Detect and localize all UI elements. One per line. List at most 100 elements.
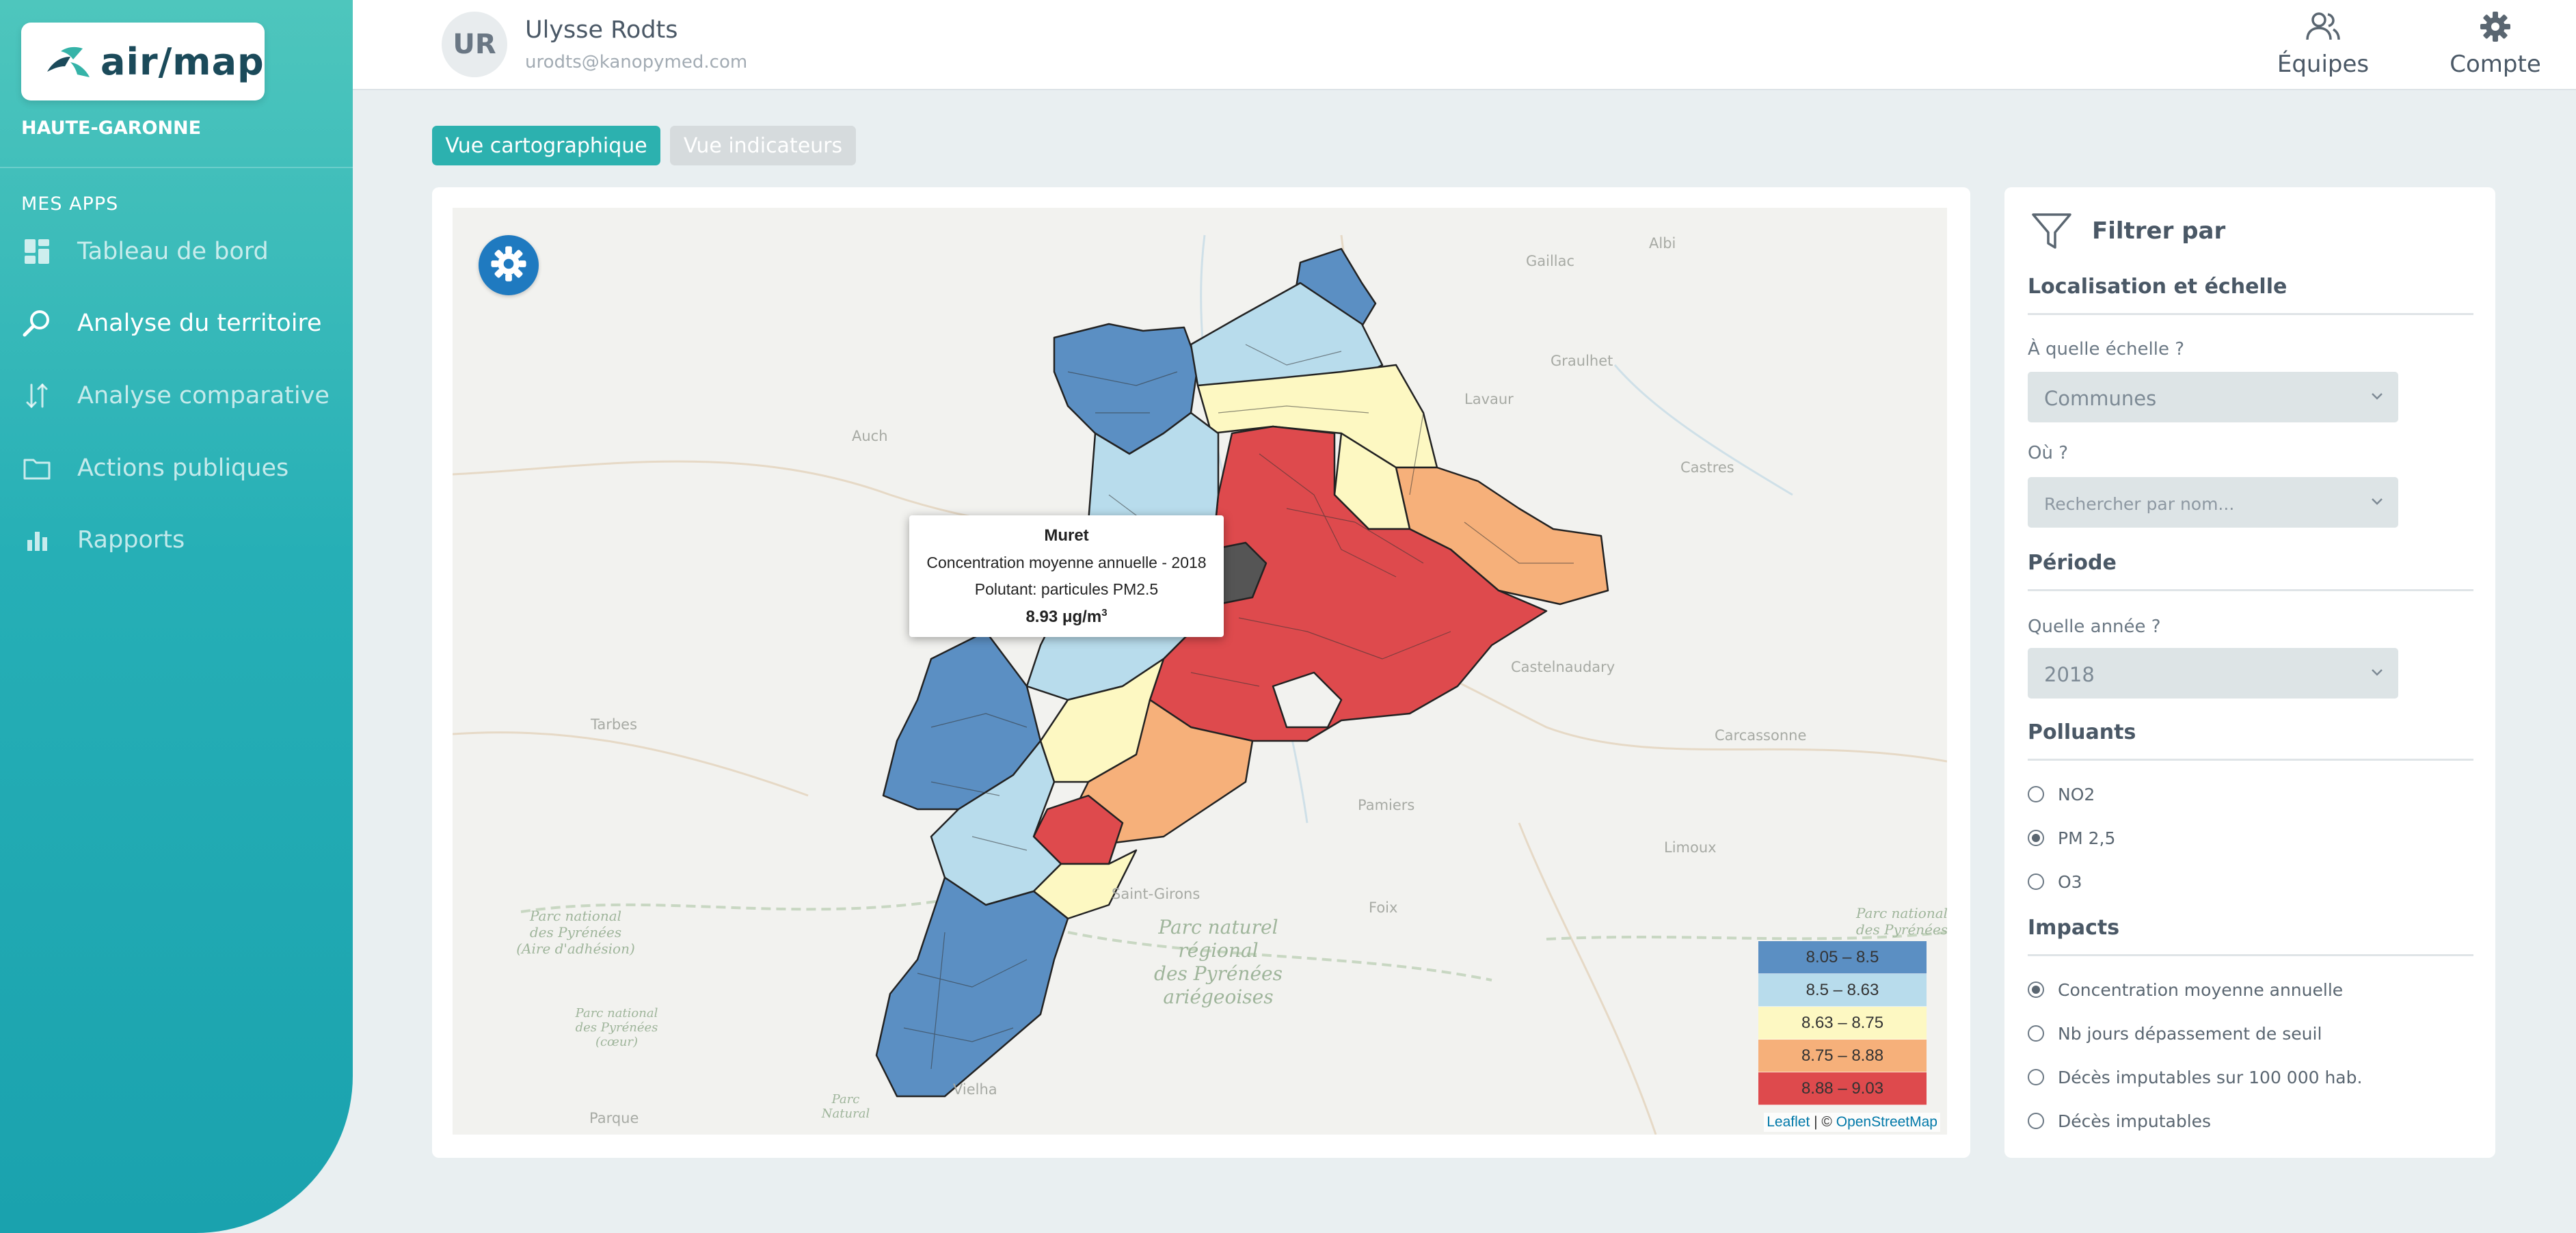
dashboard-icon bbox=[21, 236, 53, 267]
park-label: Parc national des Pyrénées (Aire d'adhés… bbox=[516, 908, 635, 957]
pollutant-label: NO2 bbox=[2058, 784, 2095, 804]
sidebar-item-label: Rapports bbox=[77, 526, 185, 554]
sidebar-item-dashboard[interactable]: Tableau de bord bbox=[21, 231, 336, 272]
location-search-placeholder: Rechercher par nom... bbox=[2044, 494, 2235, 514]
gear-icon bbox=[489, 245, 528, 286]
year-label: Quelle année ? bbox=[2028, 616, 2161, 637]
place-label: Foix bbox=[1369, 899, 1398, 916]
folder-icon bbox=[21, 452, 53, 484]
teams-label: Équipes bbox=[2277, 51, 2370, 78]
impact-option-deaths[interactable]: Décès imputables bbox=[2028, 1107, 2211, 1135]
radio-button[interactable] bbox=[2028, 1113, 2044, 1129]
place-label: Pamiers bbox=[1358, 797, 1415, 813]
sidebar-item-label: Actions publiques bbox=[77, 455, 289, 482]
sidebar: air/map HAUTE-GARONNE MES APPS Tableau d… bbox=[0, 0, 353, 1233]
sidebar-item-comparative-analysis[interactable]: Analyse comparative bbox=[21, 375, 336, 416]
map-card: Gaillac Albi Graulhet Lavaur Auch Castre… bbox=[432, 187, 1970, 1158]
user-name: Ulysse Rodts bbox=[525, 16, 678, 44]
radio-button[interactable] bbox=[2028, 1069, 2044, 1085]
impact-label: Décès imputables bbox=[2058, 1111, 2212, 1131]
impact-option-annual-mean[interactable]: Concentration moyenne annuelle bbox=[2028, 976, 2343, 1003]
radio-button[interactable] bbox=[2028, 786, 2044, 802]
chevron-down-icon bbox=[2372, 393, 2383, 400]
legend-item: 8.88 – 9.03 bbox=[1758, 1072, 1927, 1105]
sidebar-item-label: Analyse du territoire bbox=[77, 310, 322, 337]
park-label: Parc national des Pyrénées (cœur) bbox=[575, 1006, 658, 1049]
impact-label: Nb jours dépassement de seuil bbox=[2058, 1023, 2322, 1044]
account-button[interactable]: Compte bbox=[2441, 11, 2550, 82]
where-label: Où ? bbox=[2028, 443, 2069, 463]
radio-button[interactable] bbox=[2028, 830, 2044, 846]
place-label: Albi bbox=[1649, 235, 1676, 252]
avatar[interactable]: UR bbox=[442, 12, 507, 77]
scale-select[interactable]: Communes bbox=[2028, 372, 2398, 422]
tooltip-value: 8.93 μg/m3 bbox=[1025, 607, 1108, 626]
radio-button[interactable] bbox=[2028, 873, 2044, 890]
sidebar-item-label: Tableau de bord bbox=[77, 238, 269, 265]
filter-funnel-icon bbox=[2030, 211, 2073, 256]
pollutant-label: PM 2,5 bbox=[2058, 828, 2116, 848]
place-label: Vielha bbox=[953, 1081, 997, 1098]
tooltip-indicator: Concentration moyenne annuelle - 2018 bbox=[926, 554, 1207, 571]
logo-text: air/map bbox=[100, 40, 265, 83]
leaflet-link[interactable]: Leaflet bbox=[1767, 1114, 1810, 1130]
sidebar-item-territory-analysis[interactable]: Analyse du territoire bbox=[21, 303, 336, 344]
choropleth-map[interactable]: Gaillac Albi Graulhet Lavaur Auch Castre… bbox=[453, 208, 1947, 1135]
place-label: Castres bbox=[1680, 459, 1734, 476]
map-settings-button[interactable] bbox=[479, 235, 539, 295]
impacts-section-title: Impacts bbox=[2028, 916, 2120, 940]
apps-section-title: MES APPS bbox=[21, 193, 119, 215]
teams-button[interactable]: Équipes bbox=[2268, 11, 2378, 82]
place-label: Limoux bbox=[1664, 839, 1717, 856]
airmap-logo-icon bbox=[47, 46, 90, 77]
chevron-down-icon bbox=[2372, 669, 2383, 676]
user-email: urodts@kanopymed.com bbox=[525, 52, 748, 72]
region-name: HAUTE-GARONNE bbox=[21, 118, 202, 139]
place-label: Graulhet bbox=[1551, 353, 1613, 369]
tooltip-pollutant: Polutant: particules PM2.5 bbox=[974, 580, 1159, 598]
sidebar-item-public-actions[interactable]: Actions publiques bbox=[21, 448, 336, 489]
magnifier-icon bbox=[21, 308, 53, 339]
place-label: Lavaur bbox=[1464, 391, 1514, 407]
radio-button[interactable] bbox=[2028, 981, 2044, 998]
legend-item: 8.63 – 8.75 bbox=[1758, 1007, 1927, 1040]
pollutants-section-title: Polluants bbox=[2028, 720, 2136, 744]
scale-select-value: Communes bbox=[2044, 387, 2157, 410]
logo[interactable]: air/map bbox=[21, 23, 265, 100]
place-label: Auch bbox=[852, 428, 888, 444]
pollutant-option-o3[interactable]: O3 bbox=[2028, 868, 2082, 895]
year-select[interactable]: 2018 bbox=[2028, 648, 2398, 699]
place-label: Parque bbox=[589, 1110, 639, 1126]
impact-option-threshold-days[interactable]: Nb jours dépassement de seuil bbox=[2028, 1020, 2322, 1047]
place-label: Tarbes bbox=[591, 716, 638, 733]
pollutant-label: O3 bbox=[2058, 871, 2082, 892]
commune-tooltip: Muret Concentration moyenne annuelle - 2… bbox=[909, 515, 1224, 637]
park-label: Parc national des Pyrénées bbox=[1855, 905, 1947, 938]
tab-indicators-view[interactable]: Vue indicateurs bbox=[670, 126, 856, 165]
legend-item: 8.05 – 8.5 bbox=[1758, 941, 1927, 974]
openstreetmap-link[interactable]: OpenStreetMap bbox=[1836, 1114, 1937, 1130]
period-section-title: Période bbox=[2028, 551, 2117, 575]
chevron-down-icon bbox=[2372, 498, 2383, 505]
impact-option-deaths-per-100k[interactable]: Décès imputables sur 100 000 hab. bbox=[2028, 1063, 2362, 1091]
compare-arrows-icon bbox=[21, 380, 53, 411]
top-header: UR Ulysse Rodts urodts@kanopymed.com Équ… bbox=[353, 0, 2576, 90]
location-section-title: Localisation et échelle bbox=[2028, 275, 2287, 299]
section-divider bbox=[2028, 589, 2473, 591]
scale-label: À quelle échelle ? bbox=[2028, 339, 2185, 360]
park-label: Parc naturel régional des Pyrénées ariég… bbox=[1154, 916, 1283, 1008]
tooltip-title: Muret bbox=[1044, 526, 1089, 545]
filter-title: Filtrer par bbox=[2092, 217, 2226, 245]
impact-label: Concentration moyenne annuelle bbox=[2058, 979, 2344, 1000]
location-search-select[interactable]: Rechercher par nom... bbox=[2028, 477, 2398, 528]
radio-button[interactable] bbox=[2028, 1025, 2044, 1042]
place-label: Castelnaudary bbox=[1511, 659, 1615, 675]
gear-icon bbox=[2480, 11, 2511, 45]
pollutant-option-no2[interactable]: NO2 bbox=[2028, 781, 2095, 808]
pollutant-option-pm25[interactable]: PM 2,5 bbox=[2028, 824, 2115, 852]
sidebar-item-label: Analyse comparative bbox=[77, 382, 330, 409]
users-icon bbox=[2305, 11, 2341, 45]
sidebar-item-reports[interactable]: Rapports bbox=[21, 519, 336, 560]
place-label: Gaillac bbox=[1526, 253, 1575, 269]
tab-map-view[interactable]: Vue cartographique bbox=[432, 126, 660, 165]
